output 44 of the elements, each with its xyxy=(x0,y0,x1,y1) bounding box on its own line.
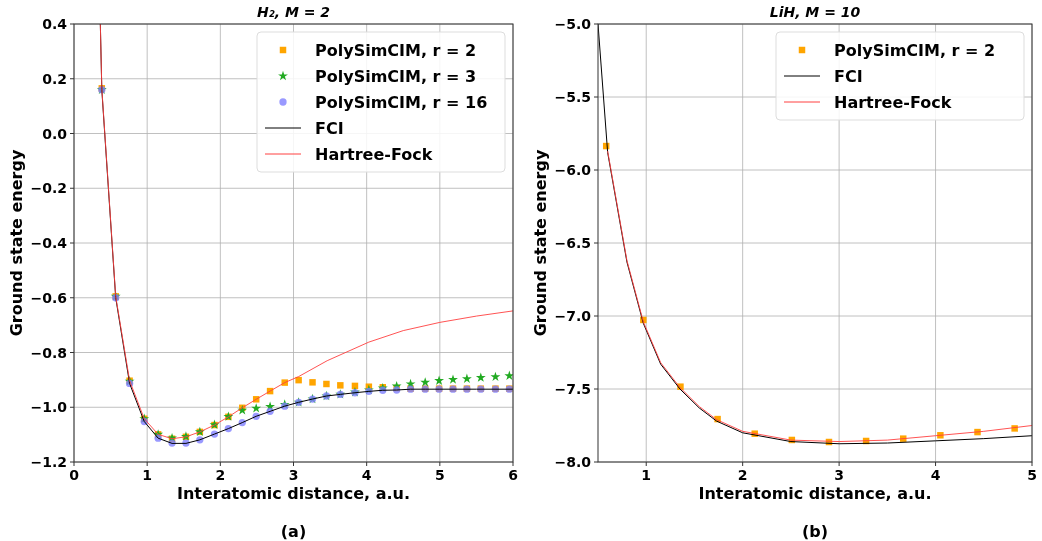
x-tick-label: 4 xyxy=(361,467,372,483)
text: (a) xyxy=(280,522,307,541)
y-tick-label: −5.0 xyxy=(554,16,592,32)
legend-label: PolySimCIM, r = 3 xyxy=(315,67,477,86)
y-tick-label: −0.4 xyxy=(30,235,68,251)
y-tick-label: −7.5 xyxy=(554,381,591,397)
legend-label: PolySimCIM, r = 16 xyxy=(315,93,488,112)
chart-title: H₂, M = 2 xyxy=(256,4,331,20)
chart-title: LiH, M = 10 xyxy=(769,4,861,20)
x-tick-label: 1 xyxy=(641,467,652,483)
x-tick-label: 2 xyxy=(215,467,226,483)
y-tick-label: −0.6 xyxy=(30,289,67,306)
y-tick-label: −0.8 xyxy=(30,344,67,361)
x-axis-title: Interatomic distance, a.u. xyxy=(698,484,932,503)
y-tick-label: −1.2 xyxy=(30,454,67,470)
y-tick-label: −5.5 xyxy=(554,89,591,105)
y-axis-title: Ground state energy xyxy=(531,149,550,337)
x-tick-label: 2 xyxy=(737,467,748,483)
x-tick-label: 4 xyxy=(930,467,941,483)
x-tick-label: 1 xyxy=(142,467,153,483)
y-tick-label: −6.0 xyxy=(554,162,592,178)
x-tick-label: 0 xyxy=(69,467,80,483)
y-tick-label: −7.0 xyxy=(554,308,592,324)
y-axis-title: Ground state energy xyxy=(7,149,26,337)
y-tick-label: −0.2 xyxy=(30,180,67,197)
text: (b) xyxy=(801,522,829,541)
x-tick-label: 6 xyxy=(508,467,518,483)
y-tick-label: −8.0 xyxy=(554,454,592,470)
y-tick-label: −1.0 xyxy=(30,399,68,416)
y-tick-label: 0.0 xyxy=(42,125,68,142)
legend-label: FCI xyxy=(834,67,863,86)
y-tick-label: 0.4 xyxy=(42,16,68,32)
legend-label: Hartree-Fock xyxy=(834,93,952,112)
x-axis-title: Interatomic distance, a.u. xyxy=(176,484,411,503)
y-tick-label: 0.2 xyxy=(42,70,67,87)
x-tick-label: 5 xyxy=(1027,467,1037,483)
x-tick-label: 5 xyxy=(434,467,445,483)
x-tick-label: 3 xyxy=(834,467,844,483)
x-tick-label: 3 xyxy=(288,467,299,483)
legend-label: PolySimCIM, r = 2 xyxy=(315,41,477,60)
legend-label: Hartree-Fock xyxy=(315,145,433,164)
y-tick-label: −6.5 xyxy=(554,235,591,251)
legend-label: FCI xyxy=(315,119,344,138)
legend-label: PolySimCIM, r = 2 xyxy=(834,41,996,60)
